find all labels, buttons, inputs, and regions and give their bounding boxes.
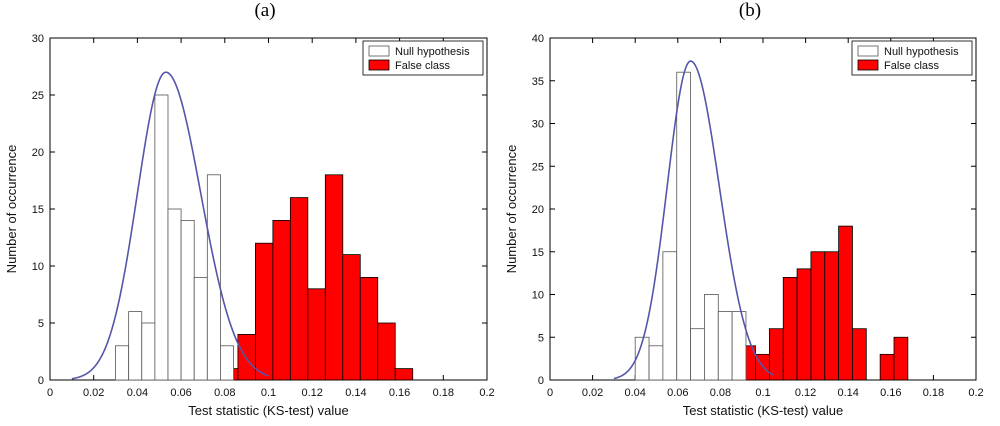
legend-label-null: Null hypothesis (884, 46, 959, 58)
false-class-bar (810, 251, 826, 381)
null-hypothesis-bar (220, 345, 234, 381)
null-hypothesis-bar (115, 345, 130, 381)
y-tick-label: 0 (538, 375, 544, 387)
y-tick-label: 0 (38, 375, 44, 387)
legend-label-false: False class (884, 60, 940, 72)
false-class-bar (852, 328, 867, 381)
x-tick-label: 0.04 (624, 387, 645, 399)
fitted-curve (71, 71, 269, 380)
x-tick-label: 0.2 (968, 387, 983, 399)
x-tick-label: 0.04 (127, 387, 148, 399)
y-tick-label: 30 (532, 119, 544, 131)
panel-label: (a) (254, 0, 276, 21)
false-class-bar (289, 197, 309, 381)
false-class-bar (796, 268, 812, 381)
x-tick-label: 0.02 (83, 387, 104, 399)
null-hypothesis-bar (167, 208, 182, 381)
y-tick-label: 35 (532, 76, 544, 88)
null-hypothesis-bar (717, 311, 733, 381)
null-hypothesis-bar (662, 251, 678, 381)
null-hypothesis-bar (731, 311, 747, 381)
null-hypothesis-bar (128, 311, 143, 381)
null-hypothesis-bar (206, 174, 221, 381)
x-tick-label: 0.18 (923, 387, 944, 399)
plot-frame (549, 37, 977, 381)
false-class-bar (342, 254, 361, 381)
y-tick-label: 5 (38, 318, 44, 330)
x-tick-label: 0.06 (667, 387, 688, 399)
legend-swatch-false (368, 59, 390, 71)
false-class-bar (838, 225, 853, 381)
fitted-curve (613, 60, 775, 380)
panel-b: (b) 0 0.02 0.04 0.06 0.08 0.1 0.12 0.14 0.16 0.18… (500, 0, 1000, 426)
x-tick-label: 0.14 (837, 387, 858, 399)
legend-swatch-null (857, 45, 879, 57)
x-tick-label: 0.12 (795, 387, 816, 399)
y-tick-label: 25 (32, 90, 44, 102)
y-tick-label: 40 (532, 33, 544, 45)
legend-swatch-null (368, 45, 390, 57)
false-class-bar (359, 276, 379, 381)
y-tick-label: 15 (532, 247, 544, 259)
x-tick-label: 0.18 (433, 387, 454, 399)
x-tick-label: 0.08 (710, 387, 731, 399)
x-tick-label: 0.2 (479, 387, 494, 399)
legend-swatch-false (857, 59, 879, 71)
x-axis-label: Test statistic (KS-test) value (683, 403, 843, 418)
false-class-bar (879, 353, 895, 381)
panel-label: (b) (738, 0, 762, 21)
null-hypothesis-bar (690, 328, 705, 381)
x-tick-label: 0 (47, 387, 53, 399)
false-class-bar (307, 288, 326, 381)
panel-a: (a) 0 0.02 0.04 0.06 0.08 0.1 0.12 0.14 0.16 0.18… (4, 0, 495, 418)
x-tick-label: 0 (547, 387, 553, 399)
y-tick-label: 10 (532, 290, 544, 302)
x-tick-label: 0.06 (170, 387, 191, 399)
y-tick-label: 30 (32, 33, 44, 45)
false-class-bar (237, 333, 256, 381)
false-class-bar (254, 242, 274, 381)
x-tick-label: 0.02 (582, 387, 603, 399)
null-hypothesis-bar (141, 322, 156, 381)
legend-label-false: False class (395, 60, 451, 72)
y-tick-label: 10 (32, 261, 44, 273)
null-hypothesis-bar (648, 345, 664, 381)
false-class-bar (782, 276, 798, 381)
x-tick-label: 0.12 (301, 387, 322, 399)
x-tick-label: 0.08 (214, 387, 235, 399)
y-tick-label: 20 (532, 204, 544, 216)
x-tick-label: 0.16 (880, 387, 901, 399)
y-axis-label: Number of occurrence (4, 145, 19, 274)
false-class-bar (324, 174, 344, 381)
x-tick-label: 0.1 (755, 387, 770, 399)
x-tick-label: 0.1 (261, 387, 276, 399)
y-tick-label: 25 (532, 161, 544, 173)
histogram-chart-b: 0 0.02 0.04 0.06 0.08 0.1 0.12 0.14 0.16 0.18 0.2 0… (504, 33, 984, 418)
false-class-bar (824, 251, 840, 381)
y-axis-label: Number of occurrence (504, 145, 519, 274)
y-tick-label: 15 (32, 204, 44, 216)
y-tick-label: 20 (32, 147, 44, 159)
null-hypothesis-bar (180, 219, 195, 381)
null-hypothesis-bar (676, 71, 691, 381)
false-class-bar (377, 322, 396, 381)
false-class-bar (768, 328, 784, 381)
legend-label-null: Null hypothesis (395, 46, 470, 58)
false-class-bar (394, 368, 414, 381)
y-tick-label: 5 (538, 332, 544, 344)
x-tick-label: 0.14 (345, 387, 366, 399)
false-class-bar (272, 219, 291, 381)
null-hypothesis-bar (193, 276, 208, 381)
x-tick-label: 0.16 (389, 387, 410, 399)
x-axis-label: Test statistic (KS-test) value (188, 403, 348, 418)
false-class-bar (893, 336, 909, 381)
null-hypothesis-bar (154, 94, 169, 381)
histogram-chart-a: 0 0.02 0.04 0.06 0.08 0.1 0.12 0.14 0.16 0.18 0.2 0… (4, 33, 495, 418)
null-hypothesis-bar (704, 294, 719, 381)
